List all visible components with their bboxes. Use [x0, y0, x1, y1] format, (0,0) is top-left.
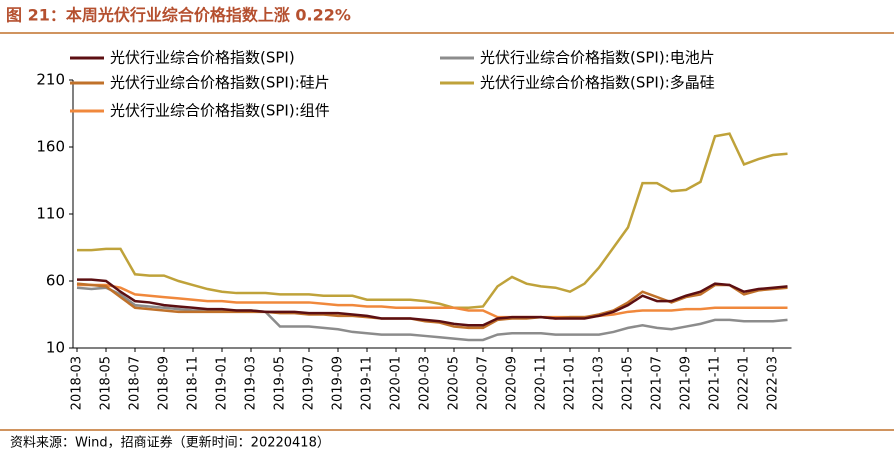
x-tick-label: 2020-07 [476, 356, 491, 410]
legend-label: 光伏行业综合价格指数(SPI) [110, 49, 295, 67]
x-tick-label: 2018-11 [186, 356, 201, 410]
legend-label: 光伏行业综合价格指数(SPI):多晶硅 [480, 74, 715, 92]
chart-title: 图 21：本周光伏行业综合价格指数上涨 0.22% [6, 6, 351, 25]
legend-label: 光伏行业综合价格指数(SPI):电池片 [480, 49, 715, 67]
x-tick-label: 2021-09 [679, 356, 694, 410]
x-tick-label: 2019-03 [244, 356, 259, 410]
y-tick-label: 60 [46, 272, 65, 290]
x-tick-label: 2021-05 [621, 356, 636, 410]
x-tick-label: 2018-05 [99, 356, 114, 410]
x-tick-label: 2021-07 [650, 356, 665, 410]
x-tick-label: 2018-07 [128, 356, 143, 410]
x-tick-label: 2020-11 [534, 356, 549, 410]
series-line [77, 283, 788, 319]
x-tick-label: 2021-03 [592, 356, 607, 410]
series-line [77, 132, 788, 310]
legend-label: 光伏行业综合价格指数(SPI):组件 [110, 102, 330, 120]
y-tick-label: 110 [36, 205, 65, 223]
x-tick-label: 2021-11 [708, 356, 723, 410]
y-tick-label: 210 [36, 71, 65, 89]
x-tick-label: 2020-09 [505, 356, 520, 410]
x-tick-label: 2020-03 [418, 356, 433, 410]
x-tick-label: 2019-05 [273, 356, 288, 410]
y-tick-label: 160 [36, 138, 65, 156]
series-line [77, 278, 788, 327]
x-tick-label: 2020-01 [389, 356, 404, 410]
legend-label: 光伏行业综合价格指数(SPI):硅片 [110, 74, 330, 92]
x-tick-label: 2018-03 [70, 356, 85, 410]
x-tick-label: 2022-03 [766, 356, 781, 410]
x-tick-label: 2019-07 [302, 356, 317, 410]
y-tick-label: 10 [46, 339, 65, 357]
x-tick-label: 2018-09 [157, 356, 172, 410]
x-tick-label: 2020-05 [447, 356, 462, 410]
x-tick-label: 2019-11 [360, 356, 375, 410]
x-tick-label: 2021-01 [563, 356, 578, 410]
source-note: 资料来源：Wind，招商证券（更新时间：20220418） [10, 435, 330, 451]
x-tick-label: 2019-09 [331, 356, 346, 410]
series-line [76, 286, 788, 342]
x-tick-label: 2019-01 [215, 356, 230, 410]
x-tick-label: 2022-01 [737, 356, 752, 410]
